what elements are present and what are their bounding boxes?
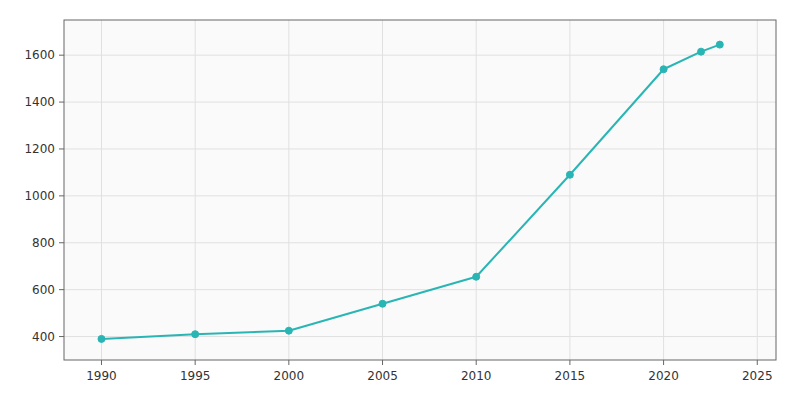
y-tick-label: 400 (32, 330, 55, 344)
plot-area (64, 20, 776, 360)
grid-line-x (569, 20, 570, 360)
y-tick (59, 336, 64, 337)
grid-line-y (64, 102, 776, 103)
grid (64, 20, 776, 360)
x-tick (569, 360, 570, 365)
marker (285, 327, 292, 334)
y-tick (59, 289, 64, 290)
x-tick-label: 2020 (648, 369, 679, 383)
x-tick-label: 2010 (461, 369, 492, 383)
marker (698, 48, 705, 55)
grid-line-x (757, 20, 758, 360)
marker (379, 300, 386, 307)
y-tick (59, 195, 64, 196)
axes: 1990 1995 2000 2005 2010 2015 2020 2025 400 600 80… (24, 48, 772, 383)
y-tick (59, 102, 64, 103)
y-tick-label: 1200 (24, 142, 55, 156)
grid-line-x (288, 20, 289, 360)
grid-line-x (382, 20, 383, 360)
x-tick-label: 2025 (742, 369, 773, 383)
x-tick (757, 360, 758, 365)
marker (473, 273, 480, 280)
marker (716, 41, 723, 48)
y-tick (59, 148, 64, 149)
x-tick (382, 360, 383, 365)
marker (192, 331, 199, 338)
marker (660, 66, 667, 73)
grid-line-y (64, 289, 776, 290)
x-tick-label: 2005 (367, 369, 398, 383)
y-tick (59, 55, 64, 56)
grid-line-y (64, 195, 776, 196)
x-tick-label: 1995 (180, 369, 211, 383)
x-tick (288, 360, 289, 365)
grid-line-y (64, 242, 776, 243)
series (98, 41, 723, 342)
line (101, 45, 719, 339)
y-tick-label: 1000 (24, 189, 55, 203)
marker (566, 171, 573, 178)
plot-frame (64, 20, 776, 360)
marker (98, 335, 105, 342)
chart-container: 1990 1995 2000 2005 2010 2015 2020 2025 400 600 80… (0, 0, 800, 400)
y-tick-label: 600 (32, 283, 55, 297)
x-tick (663, 360, 664, 365)
x-tick-label: 1990 (86, 369, 117, 383)
y-tick-label: 800 (32, 236, 55, 250)
x-tick (195, 360, 196, 365)
grid-line-x (476, 20, 477, 360)
grid-line-y (64, 148, 776, 149)
x-tick (101, 360, 102, 365)
x-tick-label: 2000 (274, 369, 305, 383)
grid-line-x (101, 20, 102, 360)
y-tick (59, 242, 64, 243)
x-tick (476, 360, 477, 365)
grid-line-y (64, 55, 776, 56)
y-tick-label: 1600 (24, 48, 55, 62)
chart: 1990 1995 2000 2005 2010 2015 2020 2025 400 600 80… (0, 0, 800, 400)
grid-line-x (195, 20, 196, 360)
x-tick-label: 2015 (555, 369, 586, 383)
y-tick-label: 1400 (24, 95, 55, 109)
